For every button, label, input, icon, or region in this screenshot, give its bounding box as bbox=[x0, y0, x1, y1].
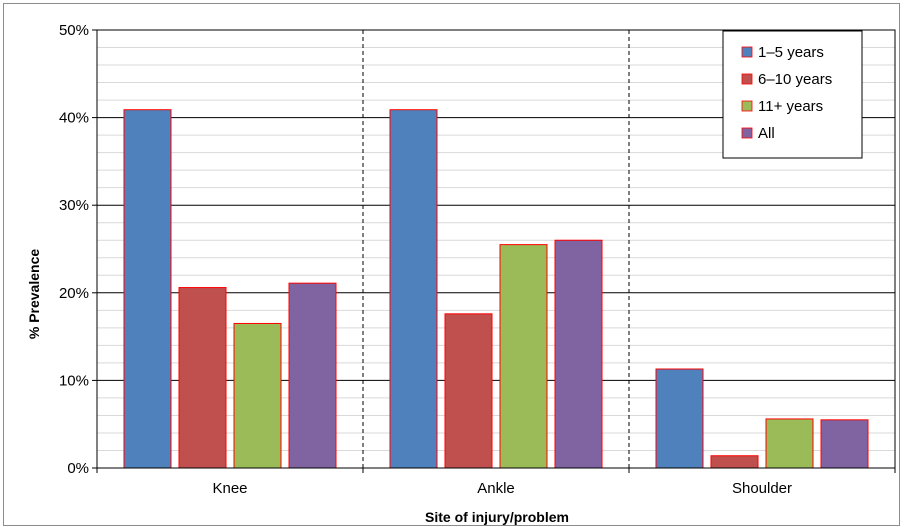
bar bbox=[765, 418, 814, 469]
legend: 1–5 years 6–10 years 11+ years All bbox=[722, 30, 863, 159]
legend-swatch bbox=[741, 127, 753, 139]
legend-label: 6–10 years bbox=[758, 71, 832, 88]
y-axis-title: % Prevalence bbox=[26, 249, 42, 339]
bar bbox=[123, 109, 172, 469]
x-tick-label: Shoulder bbox=[732, 480, 792, 497]
bars bbox=[123, 109, 869, 469]
y-tick-label: 50% bbox=[59, 22, 89, 39]
bar bbox=[655, 368, 704, 469]
legend-label: 11+ years bbox=[758, 98, 823, 115]
legend-swatch bbox=[741, 46, 753, 58]
x-tick-label: Knee bbox=[212, 480, 247, 497]
legend-label: 1–5 years bbox=[758, 44, 824, 61]
x-axis-title: Site of injury/problem bbox=[425, 509, 569, 525]
bar bbox=[710, 455, 759, 469]
bar bbox=[288, 282, 337, 469]
y-tick-label: 0% bbox=[67, 460, 89, 477]
bar bbox=[820, 419, 869, 469]
y-tick-label: 20% bbox=[59, 285, 89, 302]
bar bbox=[444, 313, 493, 469]
y-tick-label: 40% bbox=[59, 110, 89, 127]
bar bbox=[499, 244, 548, 469]
category-separators bbox=[362, 30, 630, 468]
tick-labels: 0% 10% 20% 30% 40% 50% Knee Ankle Shoulder bbox=[59, 22, 792, 497]
y-tick-label: 30% bbox=[59, 197, 89, 214]
y-tick-label: 10% bbox=[59, 372, 89, 389]
bar bbox=[233, 322, 282, 469]
legend-label: All bbox=[758, 125, 775, 142]
bar bbox=[554, 239, 603, 469]
legend-swatch bbox=[741, 100, 753, 112]
bar bbox=[389, 109, 438, 469]
bar bbox=[178, 287, 227, 469]
legend-swatch bbox=[741, 73, 753, 85]
axes bbox=[92, 29, 896, 473]
x-tick-label: Ankle bbox=[477, 480, 515, 497]
